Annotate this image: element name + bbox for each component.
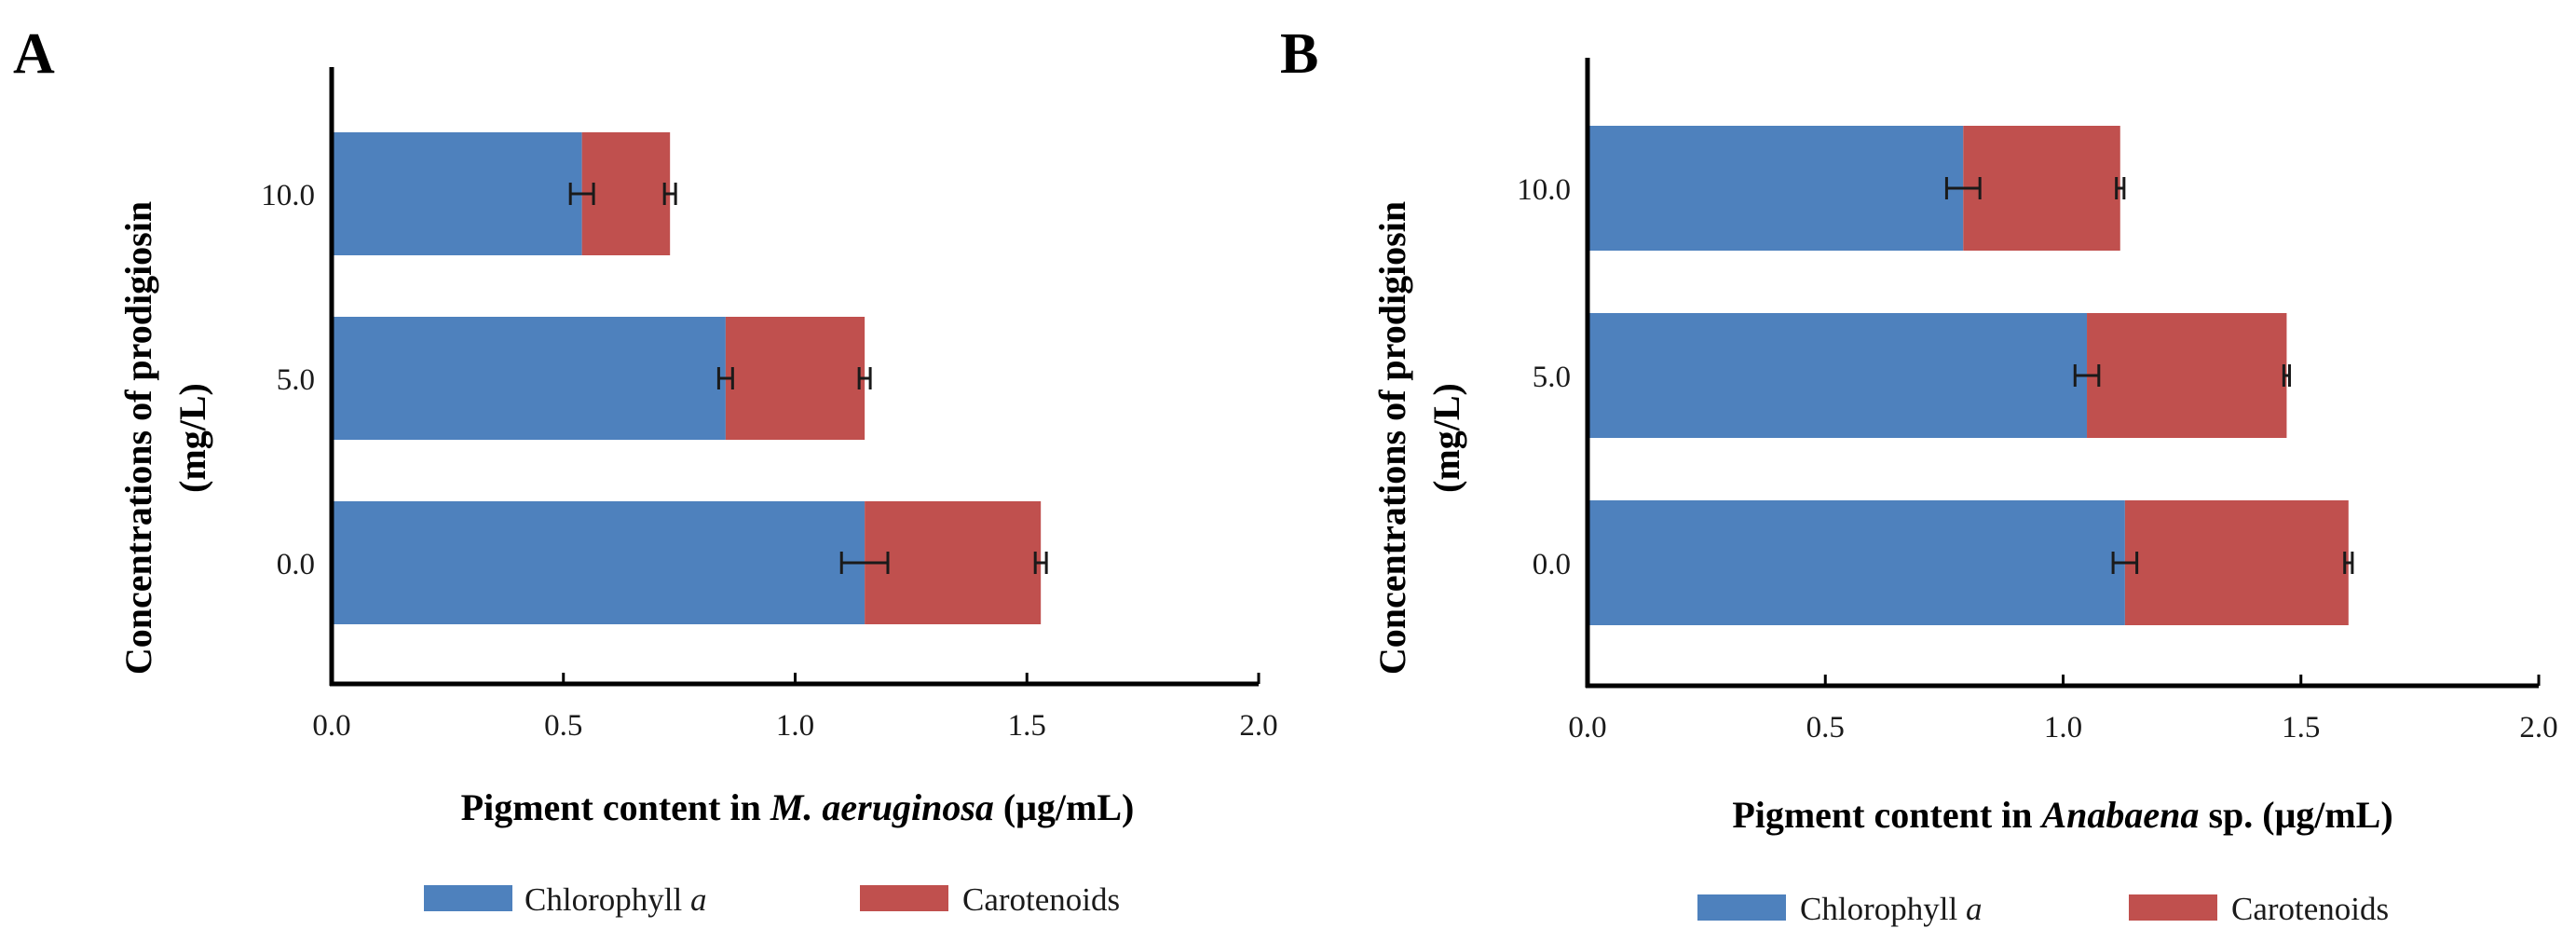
bar-carotenoids-5-0 [2087,313,2287,438]
x-tick-labels: 0.0 0.5 1.0 1.5 2.0 [1568,711,2557,744]
x-tick-label: 0.5 [1806,711,1845,744]
x-axis-title-suffix: (μg/mL) [994,786,1134,828]
legend-label-chlorophyll-text: Chlorophyll [1800,891,1957,927]
legend-swatch-carotenoids [860,885,948,911]
y-tick-labels: 0.0 5.0 10.0 [1517,173,1571,581]
x-axis-title-prefix: Pigment content in [1732,794,2041,836]
error-bar-group [568,183,1048,574]
error-bar-carotenoids-10-0 [2115,177,2126,199]
legend-label-chlorophyll: Chlorophyll a [1800,891,1982,927]
error-bar-group [1944,177,2354,574]
y-tick-label: 10.0 [261,179,315,212]
bar-carotenoids-10-0 [581,132,671,255]
x-axis-title-species: Anabaena [2039,794,2200,836]
bar-carotenoids-5-0 [725,317,865,440]
panel-b: B Concentrations of prodigiosin (mg/L) 0… [1280,22,2558,927]
y-axis-title: Concentrations of prodigiosin (mg/L) [117,201,213,675]
bar-chlorophyll-10-0 [1588,126,1964,251]
legend-label-carotenoids: Carotenoids [962,881,1120,918]
error-bar-carotenoids-5-0 [2282,364,2291,387]
x-tick-label: 1.5 [2282,711,2320,744]
legend: Chlorophyll a Carotenoids [1697,891,2389,927]
y-tick-label: 5.0 [277,363,315,397]
x-tick-label: 2.0 [2519,711,2557,744]
error-bar-chlorophyll-5-0 [716,367,734,389]
bar-chlorophyll-5-0 [1588,313,2088,438]
error-bar-carotenoids-5-0 [857,367,872,389]
y-axis-title-line2: (mg/L) [1425,383,1467,493]
legend-label-chlorophyll-text: Chlorophyll [525,881,682,918]
x-axis-title: Pigment content in M. aeruginosa (μg/mL) [461,786,1135,828]
y-axis-title-line2: (mg/L) [171,383,213,493]
bar-group [332,132,1042,624]
x-tick-label: 2.0 [1239,709,1277,743]
bar-group [1588,126,2349,625]
error-bar-chlorophyll-10-0 [1944,177,1982,199]
error-bar-carotenoids-0-0 [1033,552,1048,574]
legend-label-chlorophyll: Chlorophyll a [525,881,706,918]
panel-letter: B [1280,22,1318,86]
x-axis-title-suffix: sp. (μg/mL) [2199,794,2392,836]
x-tick-label: 0.0 [312,709,350,743]
x-ticks [1823,675,2541,686]
y-tick-label: 5.0 [1533,361,1571,394]
bar-carotenoids-0-0 [2124,500,2349,625]
panel-letter: A [13,22,55,86]
bar-chlorophyll-0-0 [1588,500,2125,625]
legend-swatch-chlorophyll [424,885,512,911]
bar-chlorophyll-10-0 [332,132,582,255]
panel-a: A Concentrations of prodigiosin (mg/L) 0… [13,22,1278,918]
legend-swatch-chlorophyll [1697,894,1786,921]
y-axis-title-line1: Concentrations of prodigiosin [1371,201,1413,675]
error-bar-chlorophyll-0-0 [2111,552,2139,574]
x-tick-labels: 0.0 0.5 1.0 1.5 2.0 [312,709,1277,743]
x-axis-title-prefix: Pigment content in [461,786,770,828]
x-tick-label: 1.0 [2044,711,2082,744]
y-tick-labels: 0.0 5.0 10.0 [261,179,315,581]
y-axis-title-line1: Concentrations of prodigiosin [117,201,159,675]
bar-carotenoids-10-0 [1963,126,2120,251]
error-bar-chlorophyll-10-0 [568,183,595,205]
y-tick-label: 0.0 [277,548,315,581]
bar-chlorophyll-0-0 [332,501,865,624]
x-axis-title: Pigment content in Anabaena sp. (μg/mL) [1732,794,2392,836]
x-tick-label: 0.0 [1568,711,1606,744]
x-tick-label: 1.5 [1008,709,1046,743]
x-axis-title-species: M. aeruginosa [770,786,994,828]
bar-chlorophyll-5-0 [332,317,726,440]
bar-carotenoids-0-0 [865,501,1042,624]
legend-label-carotenoids: Carotenoids [2231,891,2389,927]
y-tick-label: 10.0 [1517,173,1571,207]
legend-label-chlorophyll-italic: a [690,881,707,918]
y-tick-label: 0.0 [1533,548,1571,581]
legend-swatch-carotenoids [2129,894,2217,921]
x-tick-label: 1.0 [776,709,814,743]
error-bar-chlorophyll-5-0 [2073,364,2101,387]
legend-label-chlorophyll-italic: a [1966,891,1983,927]
y-axis-title: Concentrations of prodigiosin (mg/L) [1371,201,1467,675]
x-tick-label: 0.5 [544,709,582,743]
x-ticks [562,673,1261,684]
legend: Chlorophyll a Carotenoids [424,881,1120,918]
error-bar-chlorophyll-0-0 [839,552,890,574]
error-bar-carotenoids-10-0 [662,183,677,205]
error-bar-carotenoids-0-0 [2343,552,2354,574]
